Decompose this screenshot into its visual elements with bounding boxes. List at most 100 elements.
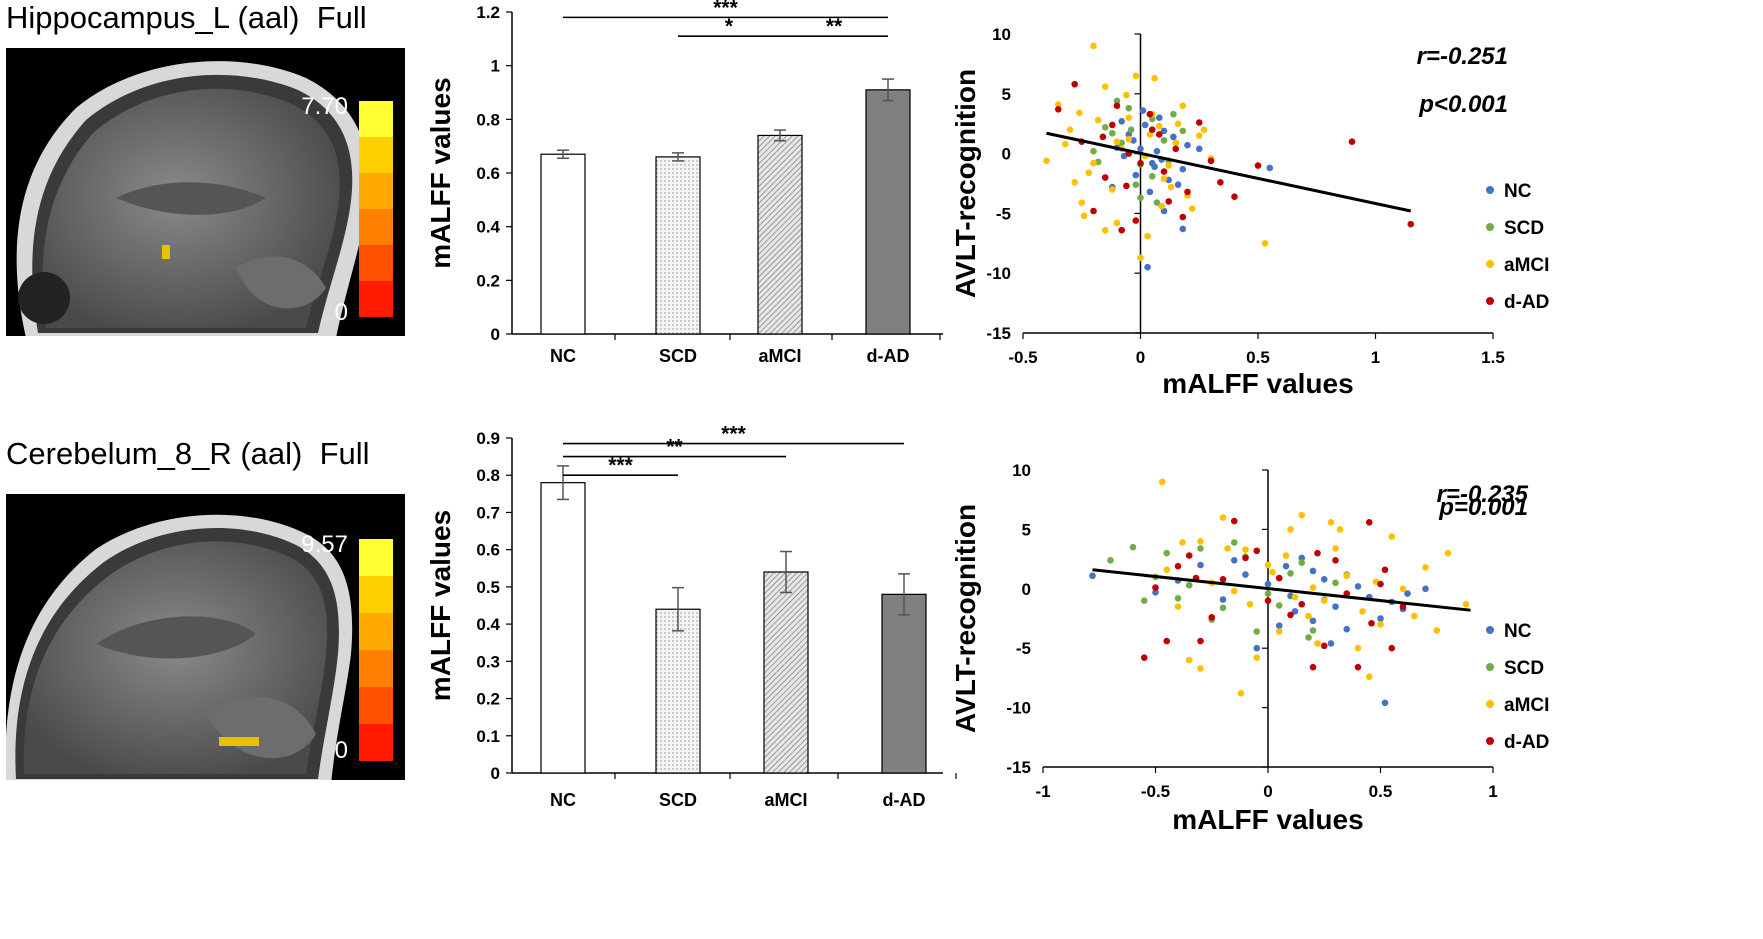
scatter-point-d-ad xyxy=(1230,517,1238,525)
scatter-point-amci xyxy=(1444,549,1452,557)
scatter-point-scd xyxy=(1309,627,1317,634)
scatter-point-amci xyxy=(1054,101,1062,108)
scatter-point-scd xyxy=(1305,634,1312,641)
y-tick-label: 0.8 xyxy=(476,466,500,485)
scatter-point-amci xyxy=(1123,91,1130,99)
scatter-point-amci xyxy=(1144,232,1151,240)
scatter-point-d-ad xyxy=(1208,614,1216,621)
legend-marker-nc xyxy=(1486,626,1494,634)
scatter-point-d-ad xyxy=(1217,179,1224,186)
scatter-point-scd xyxy=(1179,127,1187,135)
scatter-point-amci xyxy=(1174,120,1182,127)
scatter-point-amci xyxy=(1246,600,1254,608)
scatter-point-amci xyxy=(1185,656,1193,664)
y-tick-label: 0.1 xyxy=(476,727,500,746)
scatter-point-nc xyxy=(1132,171,1140,179)
legend-label: SCD xyxy=(1504,658,1544,679)
y-tick-label: 10 xyxy=(1012,461,1031,480)
y-tick-label: 0 xyxy=(1002,145,1011,164)
scatter-point-d-ad xyxy=(1242,554,1249,562)
scatter-point-d-ad xyxy=(1320,642,1328,650)
scatter-point-d-ad xyxy=(1148,126,1156,133)
colorbar-max-label: 7.70 xyxy=(301,93,348,120)
scatter-point-nc xyxy=(1118,118,1125,125)
scatter-point-amci xyxy=(1158,202,1165,210)
y-tick-label: 0.8 xyxy=(476,110,500,129)
significance-label: ** xyxy=(826,15,843,38)
scatter-point-d-ad xyxy=(1156,131,1163,138)
scatter-point-scd xyxy=(1332,579,1339,587)
scatter-point-d-ad xyxy=(1137,159,1144,167)
panel-title-top: Hippocampus_L (aal) Full xyxy=(6,0,367,35)
x-tick-label: -0.5 xyxy=(1008,348,1037,367)
scatter-point-scd xyxy=(1109,129,1116,137)
scatter-point-d-ad xyxy=(1275,574,1283,582)
y-tick-label: 0.5 xyxy=(476,578,500,597)
category-label: d-AD xyxy=(867,346,910,366)
significance-label: *** xyxy=(721,423,746,446)
scatter-point-scd xyxy=(1101,123,1109,131)
scatter-point-amci xyxy=(1242,546,1249,553)
scatter-point-d-ad xyxy=(1109,121,1116,129)
scatter-point-amci xyxy=(1224,545,1231,552)
scatter-point-amci xyxy=(1078,199,1086,206)
scatter-point-scd xyxy=(1264,590,1272,597)
scatter-point-d-ad xyxy=(1071,80,1078,88)
y-tick-label: 0.3 xyxy=(476,652,500,671)
legend-label: SCD xyxy=(1504,218,1544,239)
category-label: aMCI xyxy=(758,346,801,366)
scatter-point-amci xyxy=(1125,114,1133,122)
x-tick-label: 0 xyxy=(1136,348,1145,367)
scatter-point-amci xyxy=(1320,597,1328,604)
y-tick-label: -5 xyxy=(1016,639,1031,658)
scatter-point-d-ad xyxy=(1054,106,1062,113)
scatter-point-nc xyxy=(1153,147,1161,155)
scatter-point-nc xyxy=(1266,164,1274,172)
scatter-point-d-ad xyxy=(1185,552,1193,559)
scatter-point-amci xyxy=(1167,183,1175,191)
scatter-point-scd xyxy=(1253,628,1261,635)
scatter-point-d-ad xyxy=(1179,213,1187,221)
scatter-point-amci xyxy=(1043,157,1050,165)
scatter-point-amci xyxy=(1151,74,1158,82)
scatter-point-amci xyxy=(1113,219,1121,227)
scatter-point-amci xyxy=(1365,673,1373,681)
scatter-point-d-ad xyxy=(1309,663,1317,671)
y-tick-label: -10 xyxy=(986,264,1011,283)
scatter-point-nc xyxy=(1354,583,1362,590)
scatter-point-amci xyxy=(1195,132,1203,139)
legend-marker-d-ad xyxy=(1486,737,1494,745)
scatter-point-d-ad xyxy=(1207,157,1215,165)
scatter-point-nc xyxy=(1291,608,1299,615)
scatter-point-d-ad xyxy=(1174,562,1182,570)
scatter-point-nc xyxy=(1156,114,1163,122)
scatter-point-d-ad xyxy=(1140,654,1148,662)
scatter-point-amci xyxy=(1085,169,1093,177)
legend-marker-amci xyxy=(1486,700,1494,708)
scatter-point-d-ad xyxy=(1219,575,1227,583)
scatter-point-nc xyxy=(1141,121,1149,129)
scatter-point-amci xyxy=(1275,628,1283,635)
scatter-point-nc xyxy=(1381,699,1389,707)
scatter-point-scd xyxy=(1163,549,1171,557)
scatter-point-amci xyxy=(1327,518,1335,526)
scatter-point-scd xyxy=(1185,581,1193,589)
scatter-point-amci xyxy=(1410,612,1418,620)
scatter-point-d-ad xyxy=(1354,663,1362,671)
category-label: NC xyxy=(550,790,576,810)
scatter-point-d-ad xyxy=(1407,220,1415,228)
scatter-point-d-ad xyxy=(1343,590,1351,597)
scatter-point-amci xyxy=(1158,478,1166,486)
scatter-point-d-ad xyxy=(1165,198,1172,205)
scatter-point-nc xyxy=(1089,572,1096,580)
significance-label: *** xyxy=(608,454,633,477)
legend-label: aMCI xyxy=(1504,695,1549,716)
scatter-point-amci xyxy=(1261,240,1269,247)
legend-label: d-AD xyxy=(1504,292,1549,313)
scatter-point-amci xyxy=(1343,572,1351,580)
legend-marker-scd xyxy=(1486,223,1494,231)
y-axis-label: AVLT-recognition xyxy=(950,69,981,298)
scatter-point-d-ad xyxy=(1195,119,1203,126)
